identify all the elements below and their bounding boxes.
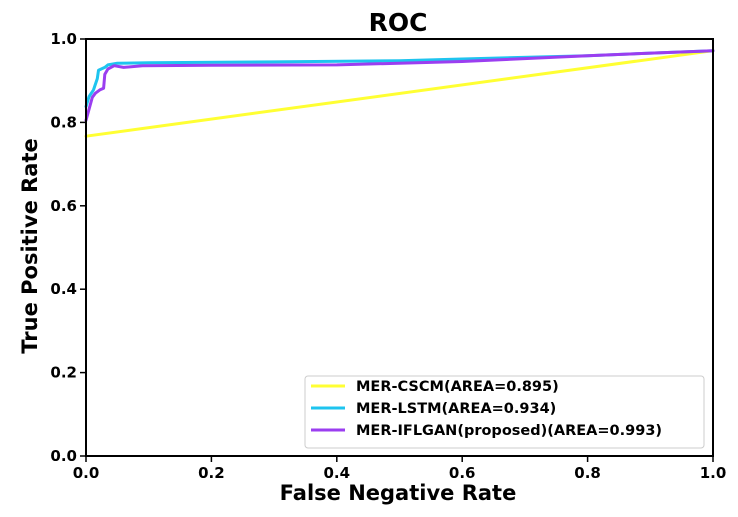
series-line-2 (84, 49, 715, 122)
series-line-0 (84, 49, 715, 138)
plot-frame (85, 38, 714, 457)
y-tick-label-1: 0.2 (50, 364, 77, 382)
y-tick-label-3: 0.6 (50, 197, 77, 215)
legend-box (304, 375, 705, 449)
y-axis-label: True Positive Rate (18, 138, 42, 354)
x-tick-label-1: 0.2 (198, 464, 225, 482)
legend-label-0: MER-CSCM(AREA=0.895) (356, 379, 559, 395)
x-tick-label-3: 0.6 (449, 464, 476, 482)
y-tick-label-2: 0.4 (50, 280, 77, 298)
series-line-1 (84, 49, 715, 109)
plot-area: 0.0 0.2 0.4 0.6 0.8 1.0 0.0 0.2 0.4 0.6 0.8 1.0 MER-… (50, 30, 726, 482)
x-axis-label: False Negative Rate (280, 481, 517, 505)
x-tick-label-2: 0.4 (324, 464, 351, 482)
y-tick-label-0: 0.0 (50, 447, 77, 465)
y-tick-label-5: 1.0 (50, 30, 77, 48)
x-tick-label-0: 0.0 (73, 464, 100, 482)
y-tick-label-4: 0.8 (50, 113, 77, 131)
x-tick-label-5: 1.0 (700, 464, 727, 482)
legend-label-2: MER-IFLGAN(proposed)(AREA=0.993) (356, 423, 662, 439)
chart-title: ROC (369, 8, 428, 37)
x-tick-label-4: 0.8 (574, 464, 601, 482)
legend-label-1: MER-LSTM(AREA=0.934) (356, 401, 556, 417)
